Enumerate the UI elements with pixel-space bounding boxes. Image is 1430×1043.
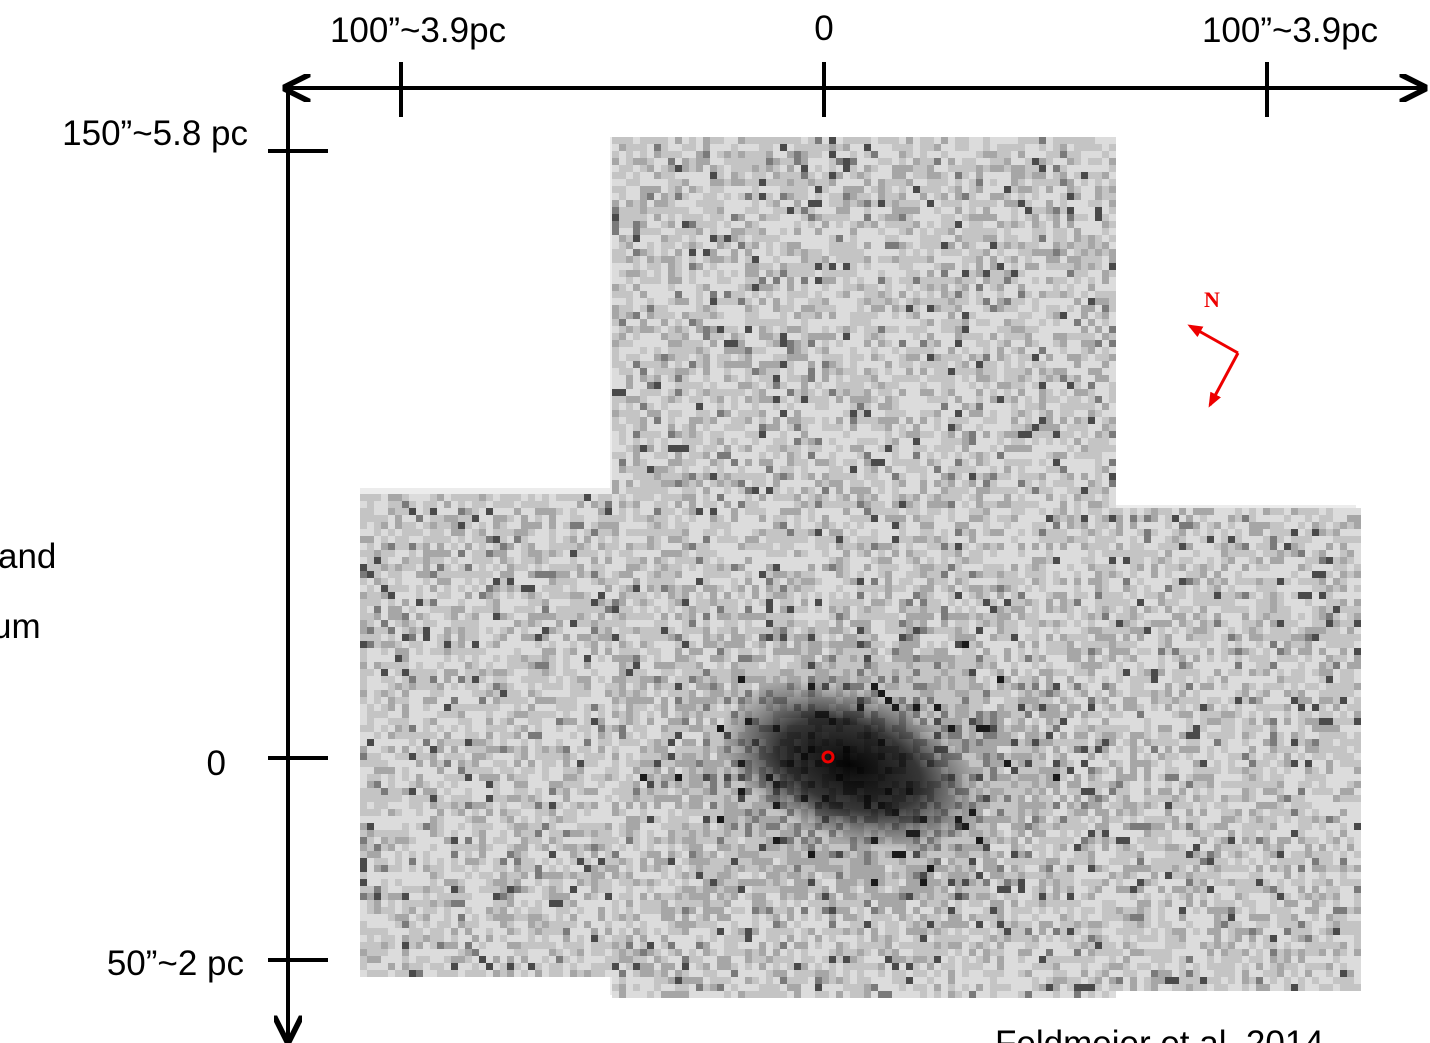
credit: Feldmeier et al. 2014 <box>995 1024 1324 1043</box>
sky-image <box>360 137 1361 998</box>
y-label: 50”~2 pc <box>107 944 244 983</box>
y-label: 150”~5.8 pc <box>62 114 248 153</box>
side-text: um <box>0 607 41 646</box>
pixel-layer <box>360 137 1361 998</box>
x-label: 100”~3.9pc <box>330 11 506 50</box>
compass-label: N <box>1204 287 1220 312</box>
pixel-layer <box>360 137 1361 998</box>
center-marker <box>821 750 835 764</box>
pixel-layer <box>360 137 1361 998</box>
nebula-core <box>720 680 980 850</box>
compass: N <box>1187 287 1240 408</box>
ticks <box>268 62 1269 962</box>
side-text: and <box>0 537 56 576</box>
x-label: 100”~3.9pc <box>1202 11 1378 50</box>
compass-arrow <box>1187 324 1239 355</box>
y-label: 0 <box>207 744 226 783</box>
compass-arrow <box>1208 352 1240 408</box>
x-label: 0 <box>814 9 833 48</box>
